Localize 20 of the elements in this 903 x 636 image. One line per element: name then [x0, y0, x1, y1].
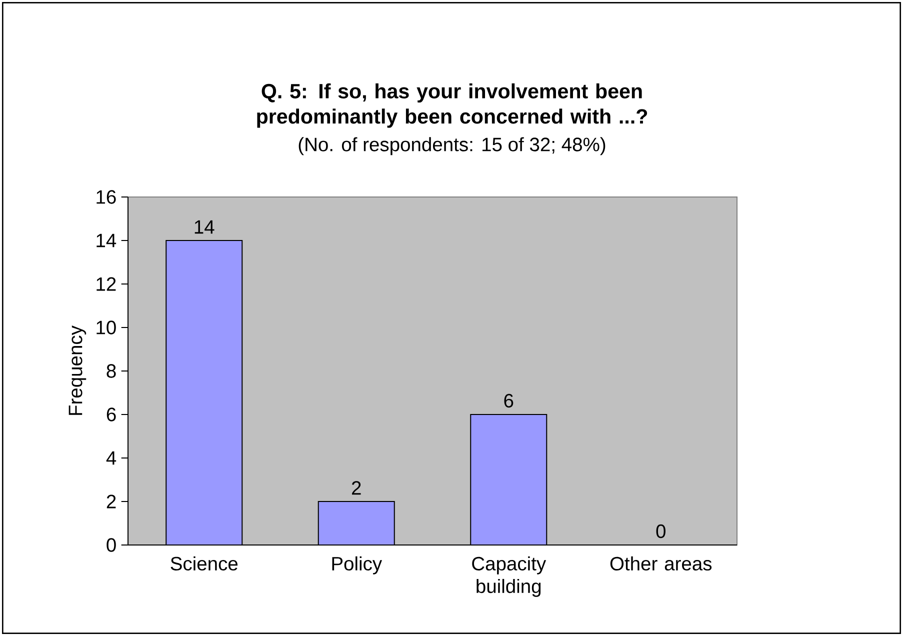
chart-subtitle: (No. of respondents: 15 of 32; 48%): [298, 137, 606, 156]
data-label: 14: [194, 220, 214, 234]
chart-title: Q. 5: If so, has your involvement been predominantly been concerned with ...?: [257, 83, 648, 128]
y-tick-label: 2: [106, 494, 116, 508]
data-label: 0: [656, 524, 666, 538]
y-axis-title: Frequency: [68, 326, 86, 415]
data-label: 6: [504, 394, 514, 408]
y-tick-label: 14: [96, 234, 116, 248]
y-tick-label: 16: [96, 190, 116, 204]
y-tick-label: 8: [106, 364, 116, 378]
x-tick-label: Other areas: [610, 556, 712, 571]
x-tick-label: Science: [170, 556, 238, 571]
y-tick-label: 6: [106, 408, 116, 422]
y-tick-label: 0: [106, 538, 116, 552]
y-tick-label: 10: [96, 320, 116, 334]
data-label: 2: [352, 481, 361, 495]
y-tick-label: 12: [96, 277, 116, 291]
x-tick-label: Capacity building: [472, 556, 546, 597]
y-tick-label: 4: [106, 451, 116, 465]
x-tick-label: Policy: [332, 556, 382, 574]
